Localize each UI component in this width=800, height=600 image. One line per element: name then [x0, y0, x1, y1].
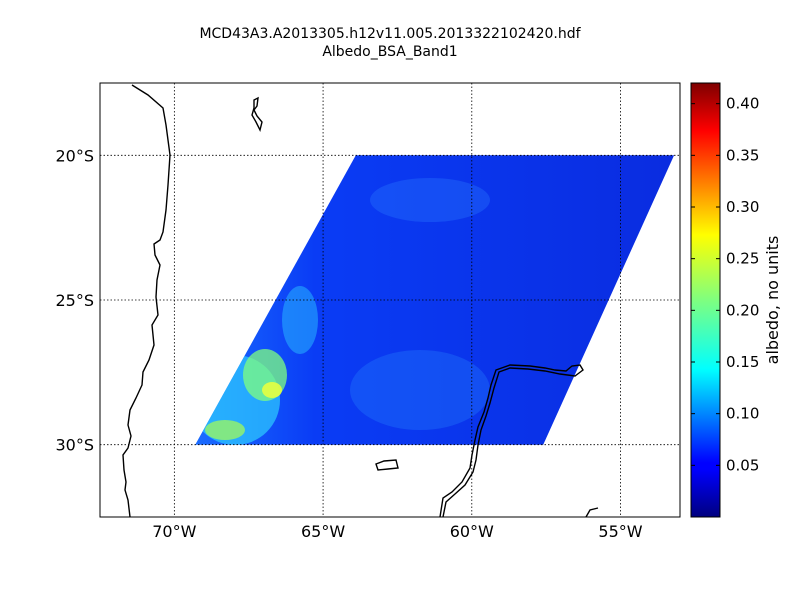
lake-poopo-outline [251, 96, 263, 133]
plot-title-line2: Albedo_BSA_Band1 [322, 44, 458, 60]
swath-green-region-south [205, 420, 245, 440]
colorbar-tick-label: 0.35 [726, 146, 759, 164]
map-frame [99, 82, 681, 518]
graticule [100, 83, 680, 517]
swath-yellow-region [262, 382, 282, 398]
lon-tick-label: 70°W [152, 522, 196, 541]
colorbar-tick-label: 0.25 [726, 250, 759, 268]
colorbar-tick-label: 0.40 [726, 95, 759, 113]
coast-fragment [585, 507, 599, 517]
swath-light-region-north [370, 178, 490, 222]
colorbar-tick-label: 0.30 [726, 198, 759, 216]
colorbar-tick-label: 0.05 [726, 456, 759, 474]
albedo-swath-texture [195, 178, 490, 445]
lat-tick-label: 25°S [55, 291, 94, 310]
swath-cyan-region [282, 286, 318, 354]
colorbar-label: albedo, no units [763, 236, 782, 365]
colorbar-ticks: 0.05 0.10 0.15 0.20 0.25 0.30 0.35 0.40 [691, 95, 759, 474]
lon-tick-label: 55°W [598, 522, 642, 541]
lon-tick-label: 65°W [301, 522, 345, 541]
colorbar-tick-label: 0.20 [726, 301, 759, 319]
colorbar-tick-label: 0.15 [726, 353, 759, 371]
lat-tick-label: 20°S [55, 146, 94, 165]
lon-tick-label: 60°W [450, 522, 494, 541]
axis-ticks: 70°W 65°W 60°W 55°W 20°S 25°S 30°S [55, 146, 642, 541]
colorbar-gradient [690, 82, 721, 518]
colorbar-tick-label: 0.10 [726, 405, 759, 423]
lat-tick-label: 30°S [55, 436, 94, 455]
chile-coastline [122, 84, 171, 517]
swath-light-region-south [350, 350, 490, 430]
lake-outline [375, 459, 399, 471]
colorbar: 0.05 0.10 0.15 0.20 0.25 0.30 0.35 0.40 albedo,… [690, 82, 782, 518]
plot-title-line1: MCD43A3.A2013305.h12v11.005.201332210242… [199, 26, 581, 42]
